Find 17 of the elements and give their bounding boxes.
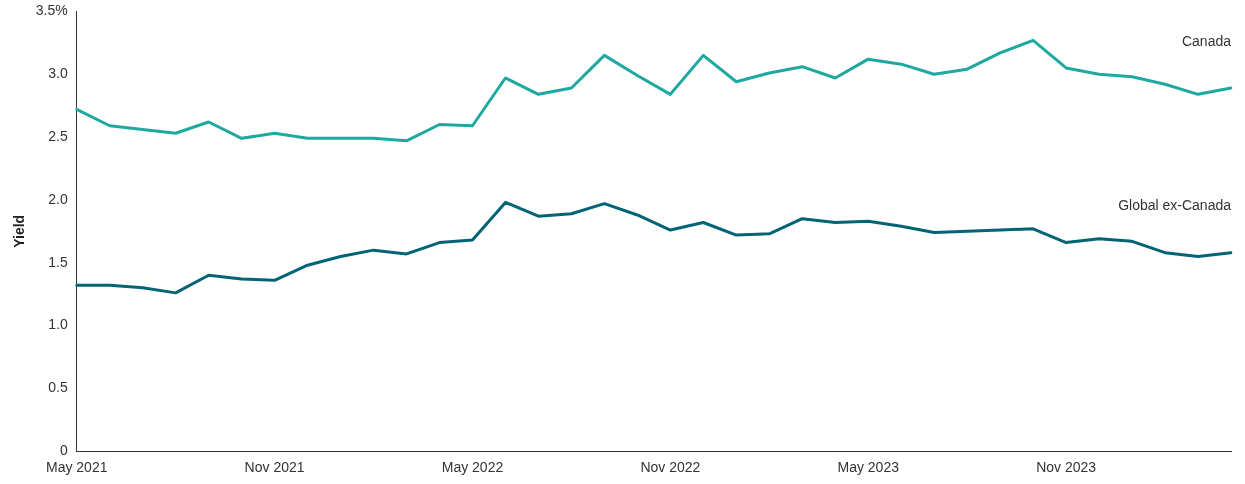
- y-tick-label: 3.5%: [35, 2, 68, 19]
- x-tick-label: Nov 2021: [244, 459, 305, 476]
- series-label: Global ex-Canada: [1118, 197, 1232, 214]
- y-tick-label: 0.5: [48, 379, 68, 396]
- x-tick-label: May 2023: [837, 459, 900, 476]
- x-tick-label: Nov 2022: [640, 459, 701, 476]
- y-tick-label: 2.0: [48, 190, 68, 207]
- y-tick-label: 3.0: [48, 65, 68, 82]
- y-axis-title: Yield: [11, 214, 28, 248]
- x-tick-label: May 2022: [441, 459, 504, 476]
- y-tick-label: 0: [59, 442, 68, 459]
- x-tick-label: Nov 2023: [1036, 459, 1097, 476]
- text: Canada: [1181, 32, 1232, 49]
- y-tick-label: 2.5: [48, 127, 68, 144]
- y-tick-label: 1.0: [48, 316, 68, 333]
- x-tick-label: May 2021: [45, 459, 108, 476]
- y-tick-label: 1.5: [48, 253, 68, 270]
